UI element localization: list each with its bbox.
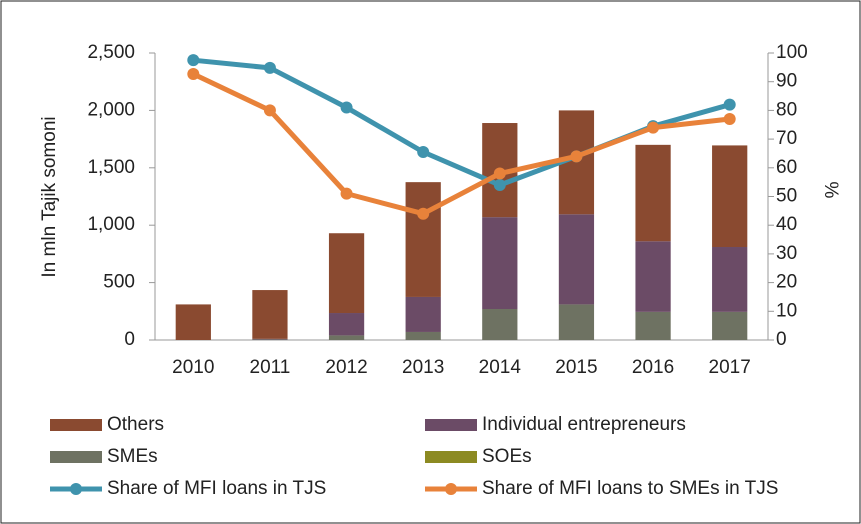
line-marker [647, 121, 660, 134]
legend-swatch [445, 483, 457, 495]
x-tick-label: 2016 [632, 357, 674, 378]
line-marker [340, 187, 353, 200]
x-tick-label: 2014 [479, 357, 522, 378]
line-marker [493, 179, 506, 192]
x-tick-label: 2012 [325, 357, 367, 378]
y2-tick-label: 10 [776, 300, 797, 321]
y-tick-label: 500 [103, 272, 135, 293]
bar [405, 182, 441, 297]
legend-label: SOEs [482, 446, 532, 467]
bar [482, 217, 518, 310]
legend-swatch [70, 483, 82, 495]
y2-tick-label: 40 [776, 214, 797, 235]
x-tick-label: 2011 [250, 357, 291, 378]
x-tick-label: 2015 [555, 357, 597, 378]
bar [558, 214, 595, 305]
bar [328, 313, 365, 336]
bar [252, 290, 288, 339]
y2-tick-label: 70 [776, 128, 797, 149]
legend-label: SMEs [107, 446, 158, 467]
y2-tick-label: 0 [776, 329, 787, 350]
legend-swatch [425, 419, 477, 431]
bar [482, 309, 518, 340]
line-marker [340, 101, 353, 114]
bar [252, 338, 288, 340]
legend-label: Others [107, 414, 164, 435]
line-marker [417, 207, 430, 220]
line-marker [187, 67, 200, 80]
line-marker [187, 54, 200, 67]
bar [635, 241, 671, 312]
y2-tick-label: 80 [776, 99, 797, 120]
y-tick-label: 2,500 [87, 42, 135, 63]
y2-tick-label: 100 [776, 42, 808, 63]
y2-tick-label: 20 [776, 272, 797, 293]
bar [635, 311, 671, 340]
line-marker [570, 150, 583, 163]
x-tick-label: 2013 [402, 357, 444, 378]
y2-tick-label: 60 [776, 157, 797, 178]
line-marker [417, 146, 430, 159]
bar [712, 311, 748, 340]
y2-axis-label: % [820, 182, 841, 199]
bar [712, 247, 748, 312]
line-marker [723, 98, 736, 111]
y-tick-label: 2,000 [87, 99, 135, 120]
y2-tick-label: 90 [776, 71, 797, 92]
y-tick-label: 1,000 [87, 214, 135, 235]
y-axis-label: In mln Tajik somoni [39, 116, 60, 277]
bar [175, 304, 211, 340]
line-marker [263, 104, 276, 117]
line [192, 71, 730, 217]
bar [252, 339, 288, 340]
legend-swatch [50, 451, 102, 463]
bar [328, 335, 365, 340]
legend-label: Individual entrepreneurs [482, 414, 686, 435]
y-tick-label: 1,500 [87, 157, 135, 178]
bar [712, 145, 748, 248]
y2-tick-label: 30 [776, 243, 797, 264]
line-marker [263, 61, 276, 74]
legend-swatch [425, 451, 477, 463]
bar [558, 304, 595, 340]
legend-label: Share of MFI loans to SMEs in TJS [482, 478, 778, 499]
line-marker [723, 113, 736, 126]
x-tick-label: 2017 [709, 357, 751, 378]
line-marker [493, 167, 506, 180]
legend-swatch [50, 419, 102, 431]
y-tick-label: 0 [124, 329, 135, 350]
bar [635, 144, 671, 242]
y2-tick-label: 50 [776, 186, 797, 207]
legend-label: Share of MFI loans in TJS [107, 478, 326, 499]
bar [405, 296, 441, 332]
bar [405, 331, 441, 340]
x-tick-label: 2010 [172, 357, 214, 378]
bar [328, 233, 365, 314]
